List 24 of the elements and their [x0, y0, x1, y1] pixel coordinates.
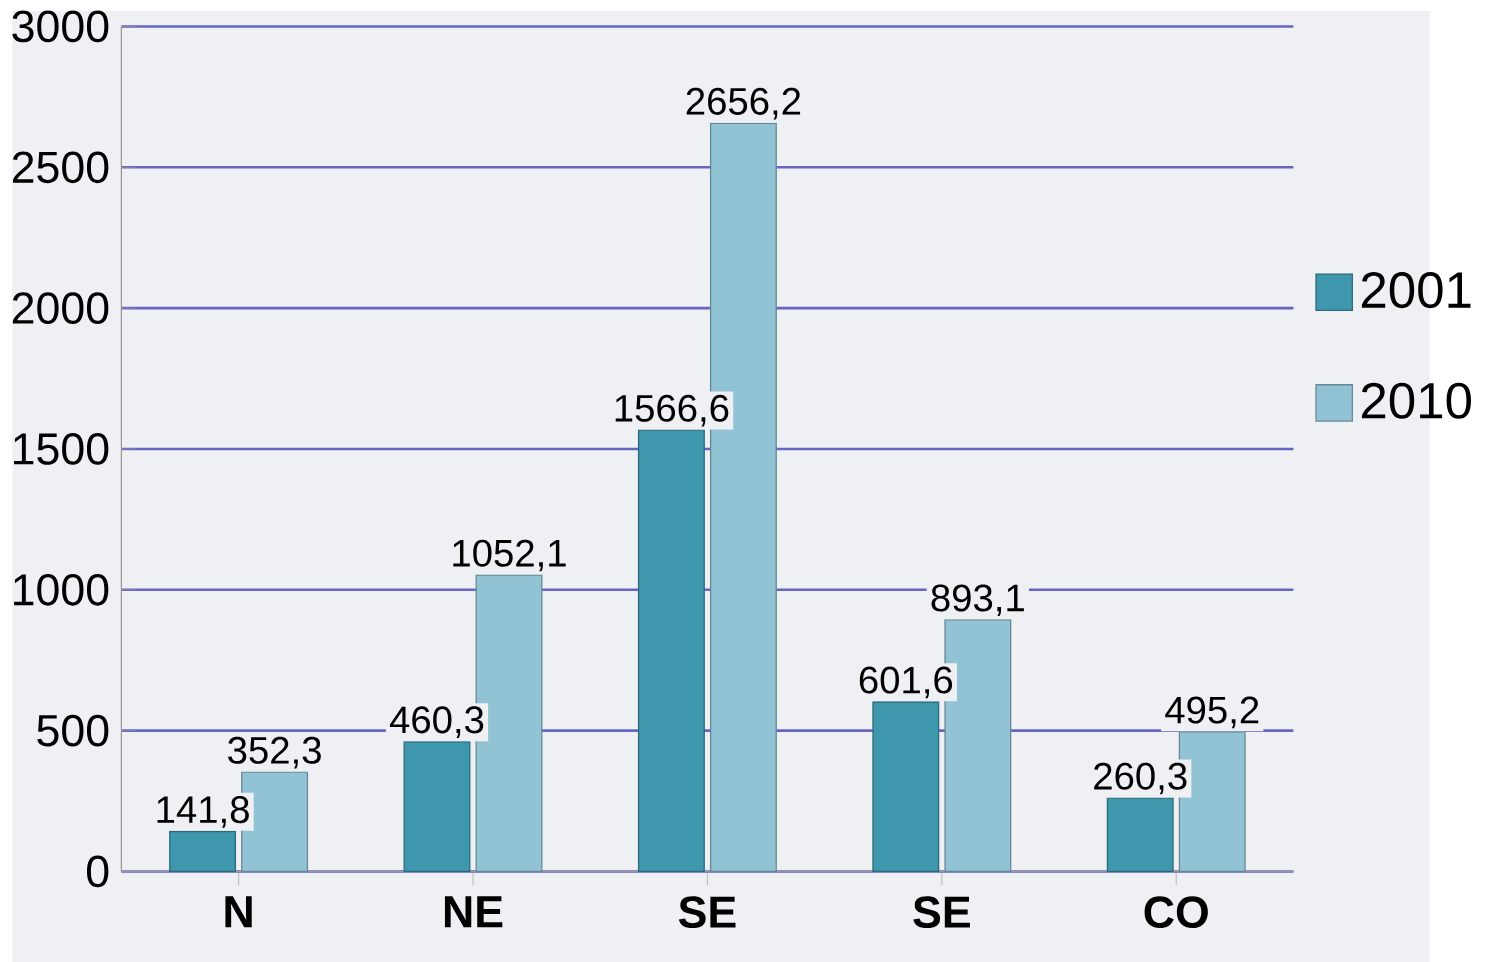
- data-label: 260,3: [1094, 762, 1187, 795]
- data-label: 893,1: [931, 584, 1024, 616]
- x-tick-label: CO: [1144, 896, 1208, 928]
- data-label: 141,8: [157, 795, 249, 828]
- x-tick-label: NE: [444, 896, 503, 927]
- y-tick-label: 500: [37, 714, 109, 747]
- y-tick-label: 1500: [14, 432, 109, 465]
- y-tick-label: 0: [86, 855, 109, 888]
- y-tick-label: 2500: [12, 151, 109, 183]
- data-label: 460,3: [389, 706, 484, 738]
- y-tick-label: 3000: [12, 10, 109, 43]
- data-label: 352,3: [228, 736, 321, 769]
- y-tick-label: 2000: [12, 292, 109, 324]
- data-label: 1566,6: [615, 394, 729, 427]
- y-tick-label: 1000: [14, 573, 109, 606]
- data-label: 601,6: [859, 666, 953, 699]
- data-label: 495,2: [1165, 696, 1259, 728]
- data-label: 2656,2: [686, 87, 801, 120]
- legend-label: 2001: [1361, 271, 1471, 308]
- x-tick-label: SE: [913, 896, 970, 928]
- x-tick-label: SE: [678, 896, 736, 928]
- x-tick-label: N: [225, 896, 252, 927]
- legend-label: 2010: [1361, 382, 1471, 419]
- data-label: 1052,1: [453, 539, 566, 572]
